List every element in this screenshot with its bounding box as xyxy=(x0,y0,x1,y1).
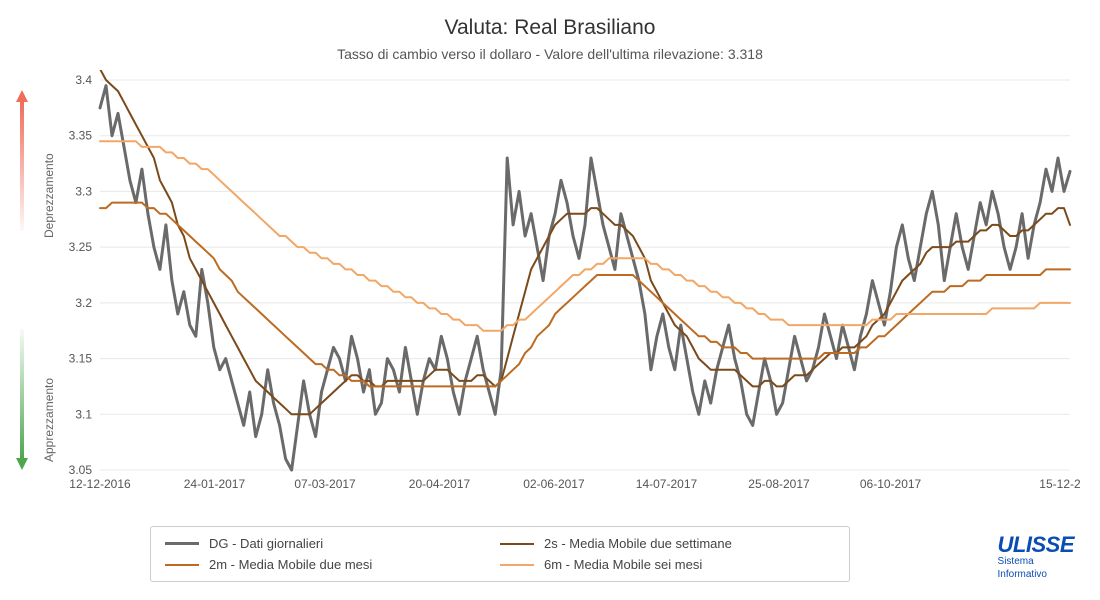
x-tick-label: 07-03-2017 xyxy=(294,477,356,491)
arrow-down-stem xyxy=(20,329,24,459)
legend-swatch xyxy=(500,564,534,566)
x-tick-label: 12-12-2016 xyxy=(69,477,131,491)
series-6m xyxy=(100,141,1070,330)
legend-item: 6m - Media Mobile sei mesi xyxy=(500,557,835,572)
y-tick-label: 3.15 xyxy=(69,352,93,366)
series-dg xyxy=(100,86,1070,470)
y-tick-label: 3.35 xyxy=(69,129,93,143)
y-tick-label: 3.1 xyxy=(75,407,92,421)
chart-subtitle: Tasso di cambio verso il dollaro - Valor… xyxy=(0,40,1100,62)
brand-block: ULISSE Sistema Informativo xyxy=(998,535,1074,580)
legend-label: 2m - Media Mobile due mesi xyxy=(209,557,372,572)
x-tick-label: 20-04-2017 xyxy=(409,477,471,491)
legend-swatch xyxy=(165,564,199,566)
chart-area: Deprezzamento Apprezzamento 3.053.13.153… xyxy=(0,70,1100,500)
legend-item: DG - Dati giornalieri xyxy=(165,536,500,551)
y-tick-label: 3.2 xyxy=(75,296,92,310)
x-tick-label: 25-08-2017 xyxy=(748,477,810,491)
arrow-up-stem xyxy=(20,101,24,231)
x-tick-label: 24-01-2017 xyxy=(184,477,246,491)
legend-label: DG - Dati giornalieri xyxy=(209,536,323,551)
brand-subtitle-2: Informativo xyxy=(998,570,1074,581)
series-2s xyxy=(100,70,1070,414)
x-tick-label: 02-06-2017 xyxy=(523,477,585,491)
x-tick-label: 15-12-2017 xyxy=(1039,477,1080,491)
x-tick-label: 06-10-2017 xyxy=(860,477,922,491)
legend-label: 2s - Media Mobile due settimane xyxy=(544,536,732,551)
legend-item: 2m - Media Mobile due mesi xyxy=(165,557,500,572)
chart-svg: 3.05 3.1 3.15 3.2 3.25 3.3 3.35 3.4 12-12-2016 2… xyxy=(40,70,1080,500)
legend-label: 6m - Media Mobile sei mesi xyxy=(544,557,702,572)
y-tick-label: 3.3 xyxy=(75,184,92,198)
legend-swatch xyxy=(500,543,534,545)
y-tick-label: 3.4 xyxy=(75,73,92,87)
legend-item: 2s - Media Mobile due settimane xyxy=(500,536,835,551)
brand-subtitle-1: Sistema xyxy=(998,557,1074,568)
legend: DG - Dati giornalieri 2s - Media Mobile d… xyxy=(150,526,850,582)
y-tick-label: 3.25 xyxy=(69,240,93,254)
legend-swatch xyxy=(165,542,199,545)
arrow-down-icon xyxy=(16,458,28,470)
x-tick-label: 14-07-2017 xyxy=(636,477,698,491)
brand-logo-text: ULISSE xyxy=(998,535,1074,555)
y-axis-direction-indicator xyxy=(8,70,38,490)
y-tick-label: 3.05 xyxy=(69,463,93,477)
chart-title: Valuta: Real Brasiliano xyxy=(0,0,1100,40)
